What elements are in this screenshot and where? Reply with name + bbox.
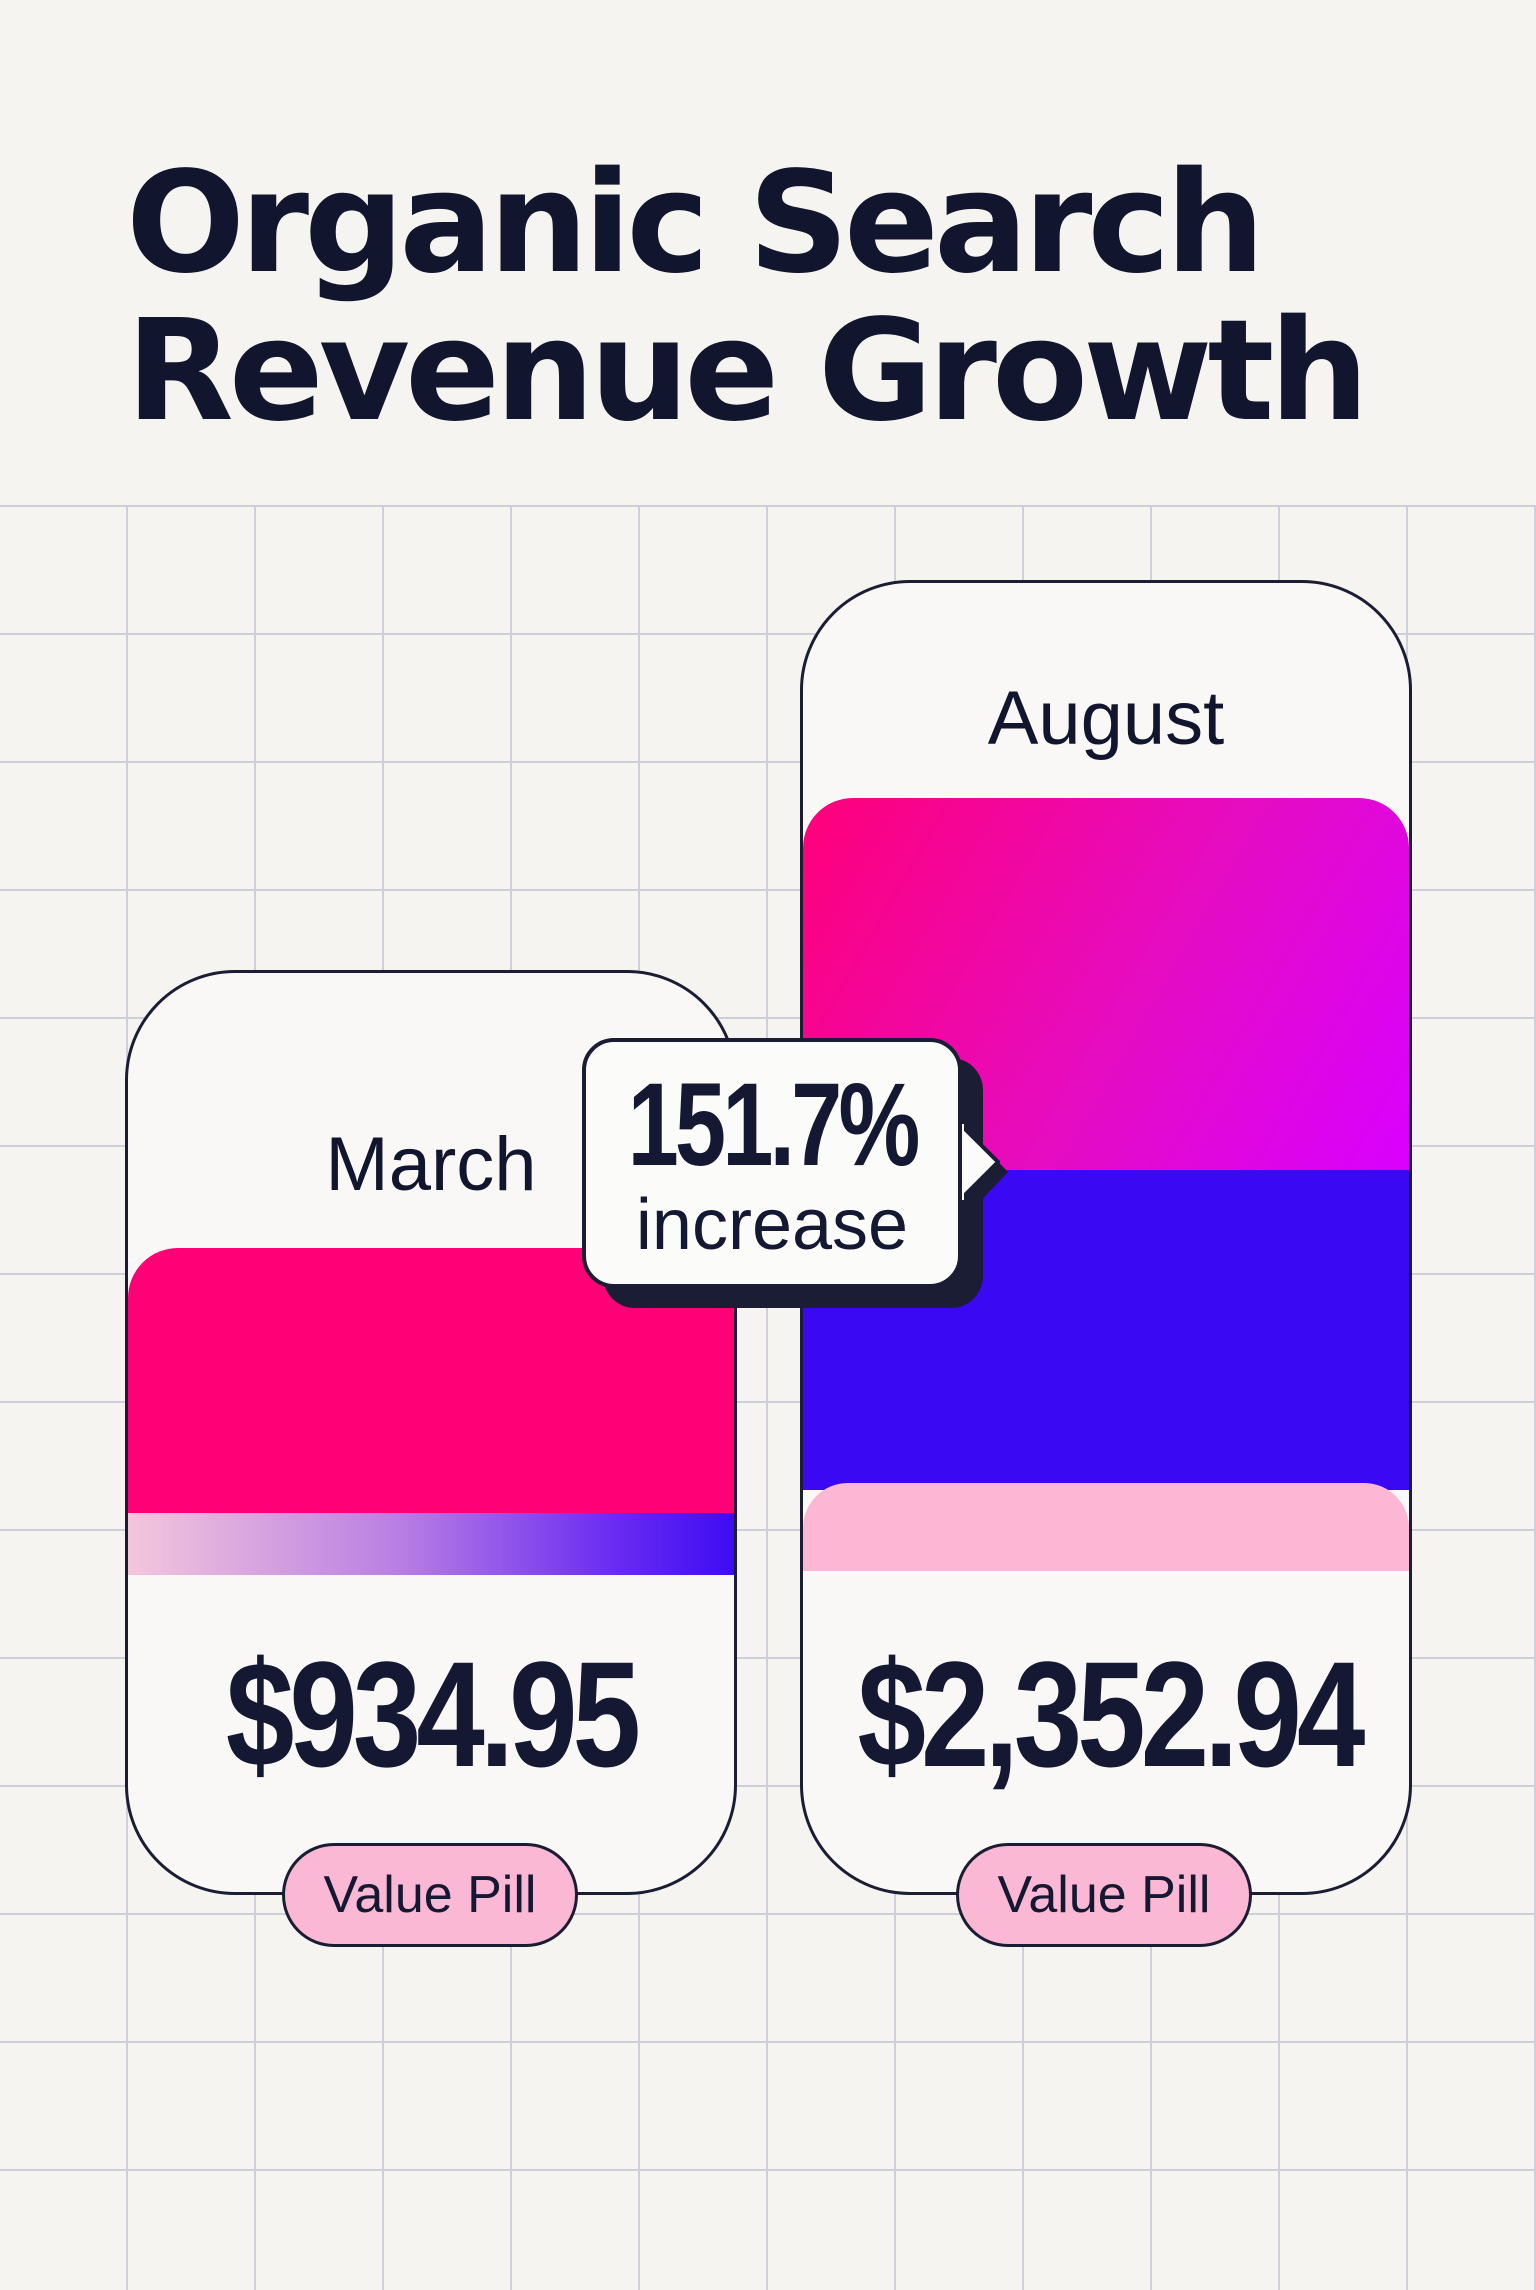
chart-title: Organic Search Revenue Growth [126, 142, 1369, 453]
value-pill-march: Value Pill [282, 1843, 578, 1947]
category-label-march: March [325, 1122, 537, 1207]
bar-card-august: August $2,352.94 [800, 580, 1412, 1895]
growth-callout: 151.7% increase [582, 1038, 962, 1288]
bar-august-bottom-segment [803, 1483, 1409, 1571]
growth-label: increase [635, 1185, 909, 1265]
bar-march-gradient-strip [128, 1513, 734, 1575]
callout-tail [958, 1120, 1008, 1212]
value-label-march: $934.95 [225, 1630, 641, 1798]
value-pill-august: Value Pill [956, 1843, 1252, 1947]
growth-percent: 151.7% [627, 1059, 921, 1191]
chart-title-line-1: Organic Search [126, 142, 1265, 305]
value-label-august: $2,352.94 [857, 1630, 1366, 1798]
chart-title-line-2: Revenue Growth [126, 290, 1369, 453]
category-label-august: August [987, 676, 1225, 761]
